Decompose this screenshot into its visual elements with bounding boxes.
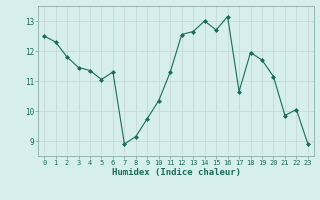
X-axis label: Humidex (Indice chaleur): Humidex (Indice chaleur) — [111, 168, 241, 177]
